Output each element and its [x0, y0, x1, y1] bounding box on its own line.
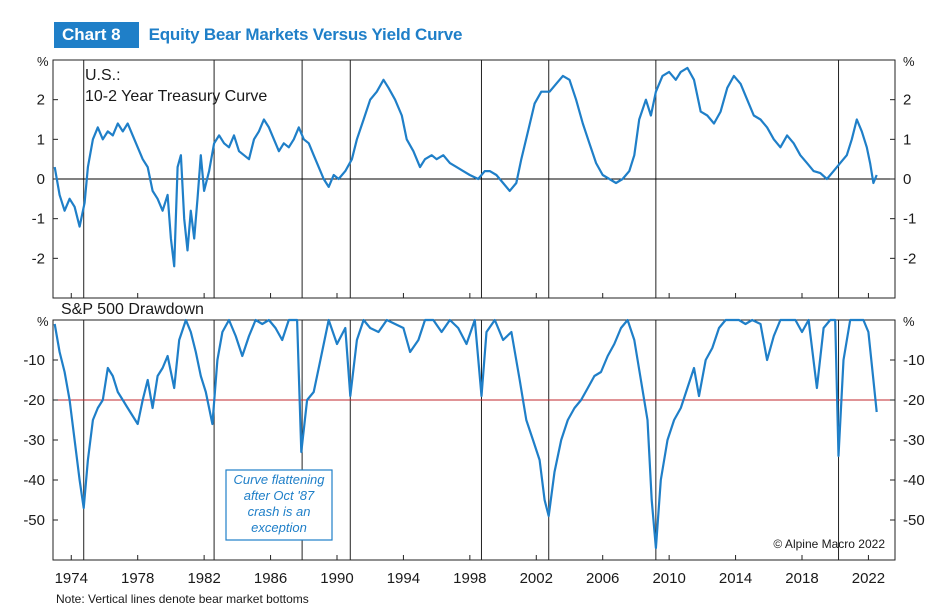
x-tick-label: 1990 — [320, 570, 353, 587]
y-tick-label-right: -2 — [903, 250, 916, 267]
x-tick-label: 1974 — [55, 570, 88, 587]
x-tick-label: 2002 — [520, 570, 553, 587]
x-tick-label: 1978 — [121, 570, 154, 587]
x-tick-label: 2006 — [586, 570, 619, 587]
unit-label-left: % — [37, 54, 49, 69]
y-tick-label-left: -50 — [23, 512, 45, 529]
y-tick-label-right: 1 — [903, 131, 911, 148]
callout-box — [225, 469, 333, 541]
top-series-line — [53, 66, 878, 268]
y-tick-label-right: -1 — [903, 211, 916, 228]
y-tick-label-left: -2 — [32, 250, 45, 267]
y-tick-label-right: 0 — [903, 171, 911, 188]
y-tick-label-left: -20 — [23, 392, 45, 409]
chart-title: Equity Bear Markets Versus Yield Curve — [148, 25, 463, 44]
chart-number-badge: Chart 8 — [54, 22, 139, 48]
y-tick-label-left: 0 — [37, 171, 45, 188]
callout-text: Curve flattening — [233, 472, 325, 487]
x-tick-label: 1994 — [387, 570, 420, 587]
x-tick-label: 2022 — [852, 570, 885, 587]
y-tick-label-left: 1 — [37, 131, 45, 148]
chart-title-bar: Chart 8 Equity Bear Markets Versus Yield… — [54, 22, 462, 48]
x-tick-label: 2014 — [719, 570, 752, 587]
copyright-text: © Alpine Macro 2022 — [773, 537, 885, 551]
x-tick-label: 2018 — [785, 570, 818, 587]
y-tick-label-right: -30 — [903, 432, 925, 449]
unit-label-right: % — [903, 54, 915, 69]
y-tick-label-right: -40 — [903, 472, 925, 489]
y-tick-label-right: -20 — [903, 392, 925, 409]
bottom-series-line — [53, 318, 878, 550]
top-panel-title: 10-2 Year Treasury Curve — [85, 88, 267, 105]
unit-label-right: % — [903, 314, 915, 329]
y-tick-label-right: 2 — [903, 92, 911, 109]
y-tick-label-left: -40 — [23, 472, 45, 489]
y-tick-label-right: -50 — [903, 512, 925, 529]
x-tick-label: 2010 — [652, 570, 685, 587]
unit-label-left: % — [37, 314, 49, 329]
chart-note: Note: Vertical lines denote bear market … — [56, 592, 309, 606]
top-panel-title: U.S.: — [85, 67, 121, 84]
y-tick-label-left: -10 — [23, 352, 45, 369]
y-tick-label-right: -10 — [903, 352, 925, 369]
y-tick-label-left: -30 — [23, 432, 45, 449]
callout-text: after Oct '87 — [244, 488, 315, 503]
x-tick-label: 1982 — [187, 570, 220, 587]
y-tick-label-left: -1 — [32, 211, 45, 228]
x-tick-label: 1998 — [453, 570, 486, 587]
x-tick-label: 1986 — [254, 570, 287, 587]
y-tick-label-left: 2 — [37, 92, 45, 109]
bottom-panel-title: S&P 500 Drawdown — [61, 301, 204, 318]
callout-text: exception — [251, 520, 307, 535]
callout-text: crash is an — [248, 504, 311, 519]
